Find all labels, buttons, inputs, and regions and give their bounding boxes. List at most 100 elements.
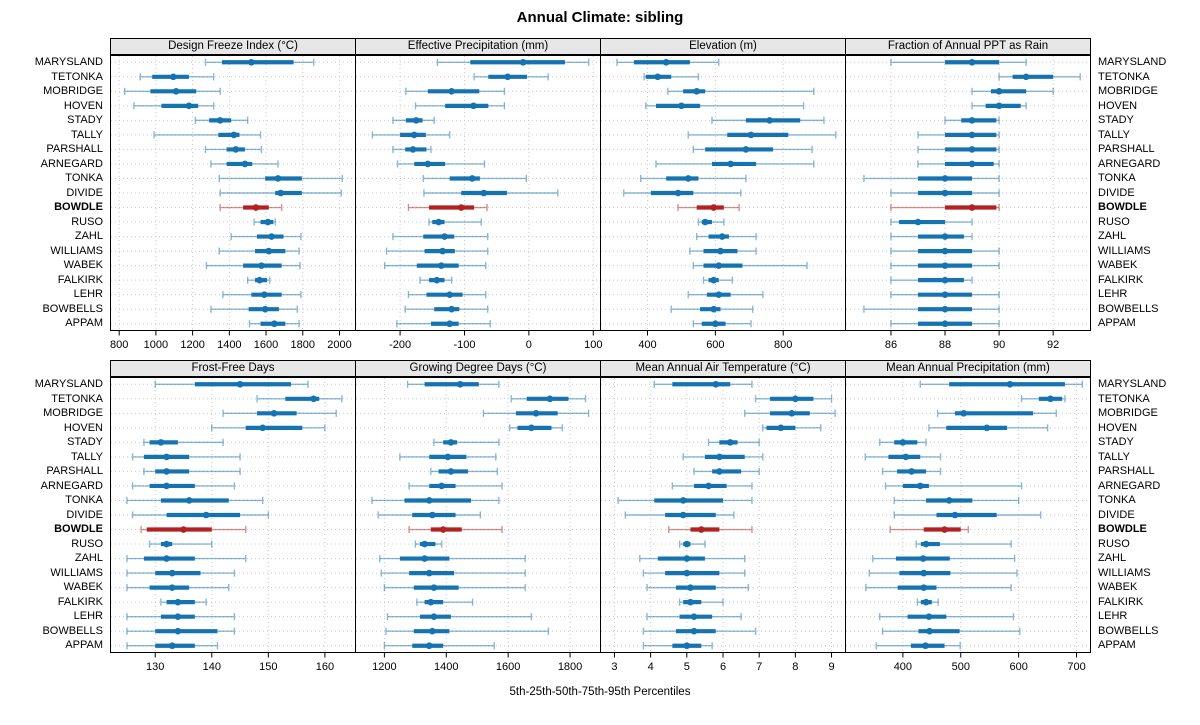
panel-plot-svg: 400 500 600 700	[845, 377, 1091, 673]
site-label-marysland: MARYSLAND	[34, 56, 103, 68]
site-label-tetonka: TETONKA	[51, 70, 103, 83]
percentiles-caption: 5th-25th-50th-75th-95th Percentiles	[509, 686, 691, 698]
strip-title: Effective Precipitation (mm)	[355, 38, 601, 55]
svg-text:400: 400	[638, 339, 656, 351]
site-label-wabek: WABEK	[63, 581, 103, 594]
svg-text:600: 600	[706, 339, 724, 351]
site-label-bowbells: BOWBELLS	[1098, 302, 1159, 315]
svg-text:86: 86	[885, 339, 897, 351]
site-label-williams: WILLIAMS	[1098, 566, 1151, 579]
panel-growing-degree-days: Growing Degree Days (°C) 1200 1400 1600 180…	[355, 360, 601, 679]
site-labels-right-bottom: MARYSLAND TETONKA MOBRIDGE HOVEN STADY TALLY P…	[1091, 360, 1200, 653]
svg-text:130: 130	[146, 661, 164, 673]
site-label-tally: TALLY	[71, 450, 103, 463]
site-label-stady: STADY	[67, 436, 103, 449]
site-label-ruso: RUSO	[71, 215, 103, 228]
site-labels-left-bottom: MARYSLAND TETONKA MOBRIDGE HOVEN STADY TALLY P…	[0, 360, 110, 653]
svg-text:500: 500	[952, 661, 970, 673]
site-label-bowdle: BOWDLE	[54, 523, 103, 536]
svg-text:1400: 1400	[434, 661, 458, 673]
site-label-divide: DIVIDE	[1098, 508, 1135, 521]
site-label-wabek: WABEK	[1098, 259, 1138, 272]
site-label-ruso: RUSO	[71, 537, 103, 550]
site-label-tally: TALLY	[71, 128, 103, 141]
panel-effective-precipitation: Effective Precipitation (mm) -200 -100 0 10…	[355, 38, 602, 357]
panel-elevation: Elevation (m) 400 600 800	[600, 38, 846, 357]
panel-plot-svg: 86 88 90 92	[845, 55, 1091, 351]
panel-plot-svg: 400 600 800	[600, 55, 846, 351]
svg-text:800: 800	[110, 339, 128, 351]
site-label-bowbells: BOWBELLS	[42, 624, 103, 637]
panel-canvas: -200 -100 0 100	[355, 55, 602, 357]
site-label-appam: APPAM	[1098, 639, 1136, 652]
strip-title: Mean Annual Precipitation (mm)	[845, 360, 1091, 377]
site-label-hoven: HOVEN	[63, 99, 103, 112]
site-label-tonka: TONKA	[65, 494, 103, 507]
site-label-williams: WILLIAMS	[1098, 244, 1151, 257]
svg-text:-100: -100	[453, 339, 475, 351]
svg-text:2000: 2000	[327, 339, 351, 351]
panel-canvas: 130 140 150 160	[110, 377, 356, 679]
site-label-mobridge: MOBRIDGE	[1098, 407, 1158, 420]
svg-text:400: 400	[894, 661, 912, 673]
panel-canvas: 1200 1400 1600 1800	[355, 377, 601, 679]
site-label-williams: WILLIAMS	[50, 566, 103, 579]
svg-text:1200: 1200	[180, 339, 204, 351]
svg-text:9: 9	[828, 661, 834, 673]
panel-fraction-ppt-rain: Fraction of Annual PPT as Rain 86 88 90 92	[845, 38, 1091, 357]
svg-text:1800: 1800	[558, 661, 582, 673]
site-label-zahl: ZAHL	[1098, 552, 1127, 565]
site-label-arnegard: ARNEGARD	[1098, 479, 1161, 492]
site-label-stady: STADY	[1098, 436, 1134, 449]
site-label-marysland: MARYSLAND	[34, 378, 103, 390]
site-label-stady: STADY	[67, 114, 103, 127]
svg-text:6: 6	[720, 661, 726, 673]
site-label-tally: TALLY	[1098, 450, 1130, 463]
svg-text:1800: 1800	[291, 339, 315, 351]
site-label-tonka: TONKA	[1098, 172, 1136, 185]
panel-frost-free-days: Frost-Free Days 130 140 150 160	[110, 360, 356, 679]
svg-text:88: 88	[939, 339, 951, 351]
site-label-falkirk: FALKIRK	[1098, 595, 1144, 608]
site-label-bowdle: BOWDLE	[54, 201, 103, 214]
site-label-mobridge: MOBRIDGE	[43, 85, 103, 98]
strip-title: Design Freeze Index (°C)	[110, 38, 356, 55]
svg-text:150: 150	[259, 661, 277, 673]
strip-title: Growing Degree Days (°C)	[355, 360, 601, 377]
svg-text:800: 800	[774, 339, 792, 351]
site-label-mobridge: MOBRIDGE	[1098, 85, 1158, 98]
panel-canvas: 86 88 90 92	[845, 55, 1091, 357]
svg-text:600: 600	[1009, 661, 1027, 673]
svg-text:3: 3	[611, 661, 617, 673]
site-label-hoven: HOVEN	[1098, 421, 1138, 434]
site-label-parshall: PARSHALL	[46, 465, 103, 478]
site-label-lehr: LEHR	[1098, 610, 1128, 623]
site-label-tonka: TONKA	[65, 172, 103, 185]
site-labels-right-top: MARYSLAND TETONKA MOBRIDGE HOVEN STADY TALLY P…	[1091, 38, 1200, 331]
site-labels-left-top: MARYSLAND TETONKA MOBRIDGE HOVEN STADY TALLY P…	[0, 38, 110, 331]
site-label-wabek: WABEK	[63, 259, 103, 272]
svg-text:7: 7	[756, 661, 762, 673]
svg-text:8: 8	[792, 661, 798, 673]
strip-title: Fraction of Annual PPT as Rain	[845, 38, 1091, 55]
panel-canvas: 400 600 800	[600, 55, 846, 357]
svg-text:90: 90	[993, 339, 1005, 351]
site-label-wabek: WABEK	[1098, 581, 1138, 594]
site-label-parshall: PARSHALL	[1098, 143, 1155, 156]
svg-text:1600: 1600	[254, 339, 278, 351]
site-label-bowbells: BOWBELLS	[1098, 624, 1159, 637]
svg-text:0: 0	[526, 339, 532, 351]
svg-text:160: 160	[316, 661, 334, 673]
site-label-mobridge: MOBRIDGE	[43, 407, 103, 420]
site-label-tonka: TONKA	[1098, 494, 1136, 507]
svg-text:1400: 1400	[217, 339, 241, 351]
strip-title: Mean Annual Air Temperature (°C)	[600, 360, 846, 377]
site-label-bowdle: BOWDLE	[1098, 201, 1147, 214]
site-label-hoven: HOVEN	[63, 421, 103, 434]
site-label-zahl: ZAHL	[74, 230, 103, 243]
site-label-arnegard: ARNEGARD	[40, 479, 103, 492]
site-label-falkirk: FALKIRK	[1098, 273, 1144, 286]
site-label-stady: STADY	[1098, 114, 1134, 127]
site-label-appam: APPAM	[65, 639, 103, 652]
strip-title: Elevation (m)	[600, 38, 846, 55]
